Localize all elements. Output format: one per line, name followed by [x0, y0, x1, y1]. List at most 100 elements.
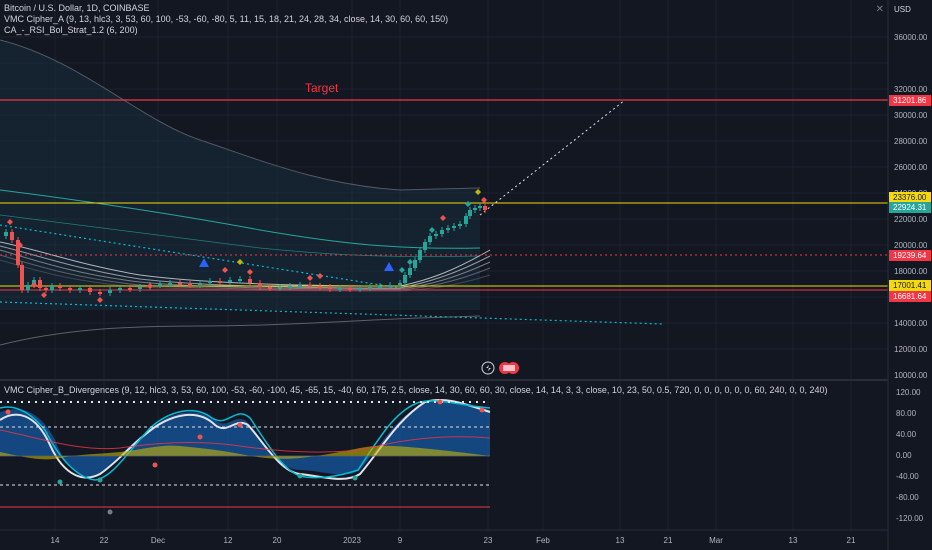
- candle-body: [368, 287, 372, 289]
- time-tick-label: Mar: [709, 536, 723, 545]
- time-tick-label: 13: [789, 536, 798, 545]
- candle-body: [318, 286, 322, 288]
- price-tick-label: 36000.00: [894, 33, 928, 42]
- inner-band-bottom: [0, 214, 481, 258]
- price-badge-label: 31201.86: [893, 96, 927, 105]
- buy-triangle: [199, 258, 209, 267]
- time-axis[interactable]: 14 22 Dec 12 20 2023 9 23 Feb 13 21 Mar 13 21: [51, 536, 856, 545]
- time-tick-label: Dec: [151, 536, 165, 545]
- signal-diamond: [465, 201, 471, 207]
- osc-tick-label: -40.00: [896, 472, 919, 481]
- candle-body: [458, 224, 462, 226]
- price-tick-label: 30000.00: [894, 111, 928, 120]
- candle-body: [138, 287, 142, 289]
- candle-body: [16, 240, 20, 265]
- signal-diamond: [31, 282, 37, 288]
- signal-diamond: [440, 215, 446, 221]
- candle-body: [108, 290, 112, 293]
- signal-diamond: [7, 219, 13, 225]
- osc-signal-dot: [107, 509, 113, 515]
- candle-body: [58, 286, 62, 288]
- candle-body: [218, 281, 222, 283]
- signal-diamond: [222, 267, 228, 273]
- candle-body: [238, 279, 242, 281]
- price-pane[interactable]: Target: [0, 39, 888, 375]
- symbol-legend[interactable]: Bitcoin / U.S. Dollar, 1D, COINBASE: [4, 3, 150, 13]
- inner-band-top: [0, 189, 481, 249]
- candle-body: [358, 288, 362, 290]
- candle-body: [298, 285, 302, 287]
- signal-diamond: [429, 227, 435, 233]
- signal-diamond: [17, 242, 23, 248]
- candle-body: [128, 288, 132, 290]
- candle-body: [446, 228, 450, 230]
- indicator-legend-rsi-bol[interactable]: CA_-_RSI_Bol_Strat_1.2 (6, 200): [4, 25, 138, 35]
- candle-body: [434, 234, 438, 236]
- price-tick-label: 18000.00: [894, 267, 928, 276]
- signal-diamond: [307, 275, 313, 281]
- outer-band-bottom: [0, 315, 481, 346]
- candle-body: [428, 236, 432, 242]
- candle-body: [464, 216, 468, 224]
- time-tick-label: 14: [51, 536, 60, 545]
- osc-signal-dot: [5, 409, 11, 415]
- currency-label: USD: [894, 5, 911, 14]
- price-tick-label: 10000.00: [894, 371, 928, 380]
- candle-body: [98, 292, 102, 294]
- candle-body: [178, 283, 182, 285]
- candle-body: [398, 283, 402, 285]
- wave-fill-blue: [0, 400, 490, 477]
- buy-triangle: [384, 262, 394, 271]
- osc-signal-dot: [437, 399, 443, 405]
- candle-body: [20, 265, 24, 290]
- osc-tick-label: -80.00: [896, 493, 919, 502]
- time-tick-label: 13: [616, 536, 625, 545]
- price-axis-bg: [888, 0, 932, 550]
- replay-icon[interactable]: [481, 361, 495, 375]
- candle-body: [378, 286, 382, 288]
- candle-body: [168, 283, 172, 285]
- candle-body: [440, 230, 444, 234]
- price-badge-label: 19239.64: [893, 251, 927, 260]
- time-tick-label: 20: [273, 536, 282, 545]
- rsi-line: [0, 429, 491, 453]
- oscillator-axis[interactable]: 120.00 80.00 40.00 0.00 -40.00 -80.00 -120.00: [896, 388, 924, 523]
- osc-signal-dot: [97, 477, 103, 483]
- oscillator-pane[interactable]: [0, 398, 491, 515]
- candle-body: [118, 288, 122, 290]
- target-label: Target: [305, 81, 339, 95]
- osc-tick-label: 80.00: [896, 409, 917, 418]
- candle-body: [452, 226, 456, 228]
- candle-body: [423, 242, 427, 250]
- time-tick-label: 22: [100, 536, 109, 545]
- candle-body: [158, 284, 162, 286]
- candle-body: [328, 287, 332, 289]
- osc-tick-label: -120.00: [896, 514, 924, 523]
- outer-band-top: [0, 39, 481, 191]
- signal-diamond: [481, 197, 487, 203]
- signal-markers: [7, 189, 487, 303]
- indicator-legend-cipher-b[interactable]: VMC Cipher_B_Divergences (9, 12, hlc3, 3…: [4, 385, 828, 395]
- price-badge-label: 17001.41: [893, 281, 927, 290]
- price-badge-label: 23376.00: [893, 193, 927, 202]
- candle-body: [208, 281, 212, 283]
- price-tick-label: 22000.00: [894, 215, 928, 224]
- price-badge: [889, 202, 931, 213]
- oscillator-dots: [5, 399, 485, 515]
- candle-body: [338, 288, 342, 290]
- signal-diamond: [399, 267, 405, 273]
- projection-line: [479, 99, 626, 216]
- candle-body: [188, 284, 192, 286]
- osc-signal-dot: [297, 473, 303, 479]
- signal-diamond: [407, 259, 413, 265]
- price-tick-label: 32000.00: [894, 85, 928, 94]
- outer-band-fill: [0, 40, 480, 310]
- close-icon[interactable]: ✕: [875, 4, 884, 15]
- signal-diamond: [475, 189, 481, 195]
- flag-icon[interactable]: [499, 362, 519, 374]
- indicator-legend-cipher-a[interactable]: VMC Cipher_A (9, 13, hlc3, 3, 53, 60, 10…: [4, 14, 449, 24]
- price-badge: [889, 192, 931, 203]
- osc-tick-label: 0.00: [896, 451, 912, 460]
